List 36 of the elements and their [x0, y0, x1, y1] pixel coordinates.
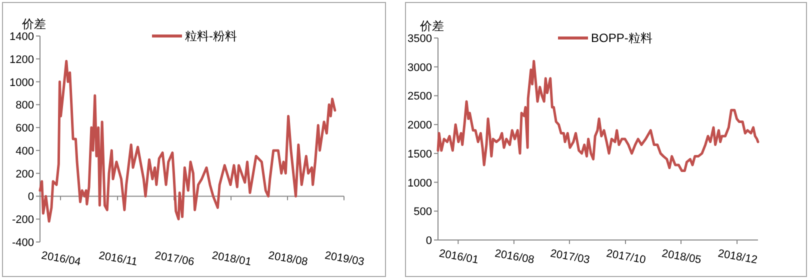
- y-tick-label: 0: [28, 191, 34, 204]
- line-series: [38, 60, 336, 223]
- x-tick-label: 2016/11: [98, 250, 138, 268]
- x-tick-label: 2016/01: [438, 248, 480, 266]
- x-tick-label: 2018/01: [210, 250, 252, 268]
- x-tick-label: 2018/08: [267, 250, 309, 268]
- y-tick-label: 1200: [10, 54, 34, 66]
- y-tick-label: 1400: [10, 31, 34, 43]
- y-tick-label: 2000: [408, 120, 432, 132]
- y-axis-title: 价差: [419, 19, 444, 33]
- y-axis-title: 价差: [21, 17, 46, 31]
- y-tick-label: 3000: [408, 62, 432, 74]
- y-tick-label: 1000: [10, 76, 34, 89]
- line-series: [436, 60, 760, 172]
- legend-label: 粒料-粉料: [185, 29, 237, 43]
- x-tick-label: 2017/10: [605, 248, 647, 266]
- legend-label: BOPP-粒料: [591, 31, 652, 45]
- y-tick-label: -400: [12, 237, 34, 249]
- y-tick-label: 500: [414, 206, 432, 218]
- y-tick-label: -200: [12, 214, 34, 226]
- x-tick-label: 2017/03: [549, 248, 591, 266]
- x-tick-label: 2016/08: [494, 248, 536, 266]
- x-tick-label: 2018/12: [716, 248, 758, 266]
- y-tick-label: 0: [426, 235, 432, 247]
- y-tick-label: 1500: [408, 148, 432, 160]
- y-tick-label: 3500: [408, 33, 432, 45]
- y-tick-label: 1000: [408, 177, 432, 190]
- y-tick-label: 400: [16, 145, 34, 158]
- y-tick-label: 200: [16, 168, 34, 180]
- x-tick-label: 2018/05: [660, 248, 702, 266]
- y-tick-label: 2500: [408, 90, 432, 103]
- y-tick-label: 600: [16, 122, 34, 135]
- x-tick-label: 2019/03: [324, 250, 366, 268]
- x-tick-label: 2017/06: [154, 250, 196, 268]
- x-tick-label: 2016/04: [40, 250, 82, 268]
- y-tick-label: 800: [16, 100, 34, 112]
